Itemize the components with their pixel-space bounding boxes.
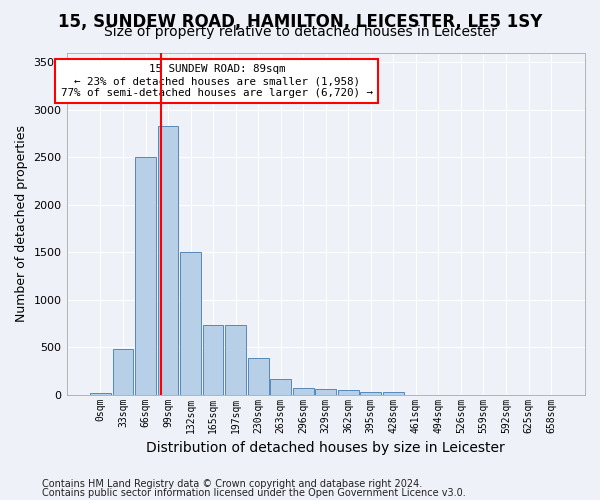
Bar xyxy=(180,252,201,394)
Bar xyxy=(135,157,156,394)
Bar xyxy=(90,392,111,394)
Text: 15 SUNDEW ROAD: 89sqm
← 23% of detached houses are smaller (1,958)
77% of semi-d: 15 SUNDEW ROAD: 89sqm ← 23% of detached … xyxy=(61,64,373,98)
Bar xyxy=(361,392,381,394)
Y-axis label: Number of detached properties: Number of detached properties xyxy=(15,125,28,322)
Bar xyxy=(225,326,246,394)
Text: Contains public sector information licensed under the Open Government Licence v3: Contains public sector information licen… xyxy=(42,488,466,498)
Bar xyxy=(338,390,359,394)
Text: Size of property relative to detached houses in Leicester: Size of property relative to detached ho… xyxy=(104,25,496,39)
Bar xyxy=(316,389,336,394)
Bar xyxy=(158,126,178,394)
Bar xyxy=(271,380,291,394)
Bar xyxy=(113,349,133,395)
Bar xyxy=(203,326,223,394)
X-axis label: Distribution of detached houses by size in Leicester: Distribution of detached houses by size … xyxy=(146,441,505,455)
Bar xyxy=(293,388,314,394)
Bar xyxy=(248,358,269,395)
Text: Contains HM Land Registry data © Crown copyright and database right 2024.: Contains HM Land Registry data © Crown c… xyxy=(42,479,422,489)
Bar xyxy=(383,392,404,394)
Text: 15, SUNDEW ROAD, HAMILTON, LEICESTER, LE5 1SY: 15, SUNDEW ROAD, HAMILTON, LEICESTER, LE… xyxy=(58,12,542,30)
